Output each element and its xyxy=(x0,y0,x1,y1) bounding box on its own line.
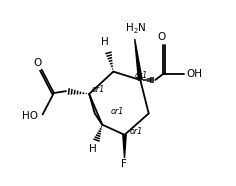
Text: N: N xyxy=(138,23,145,33)
Text: OH: OH xyxy=(186,69,202,79)
Text: or1: or1 xyxy=(129,127,142,136)
Text: O: O xyxy=(34,57,42,68)
Text: H: H xyxy=(126,23,133,33)
Polygon shape xyxy=(123,135,126,158)
Text: H: H xyxy=(89,144,97,154)
Text: HO: HO xyxy=(22,111,38,121)
Polygon shape xyxy=(135,39,142,80)
Text: O: O xyxy=(157,32,165,42)
Text: or1: or1 xyxy=(134,71,148,80)
Text: H: H xyxy=(101,37,109,47)
Text: or1: or1 xyxy=(91,85,105,94)
Text: F: F xyxy=(121,159,127,169)
Text: or1: or1 xyxy=(111,108,124,116)
Text: 2: 2 xyxy=(133,28,138,34)
